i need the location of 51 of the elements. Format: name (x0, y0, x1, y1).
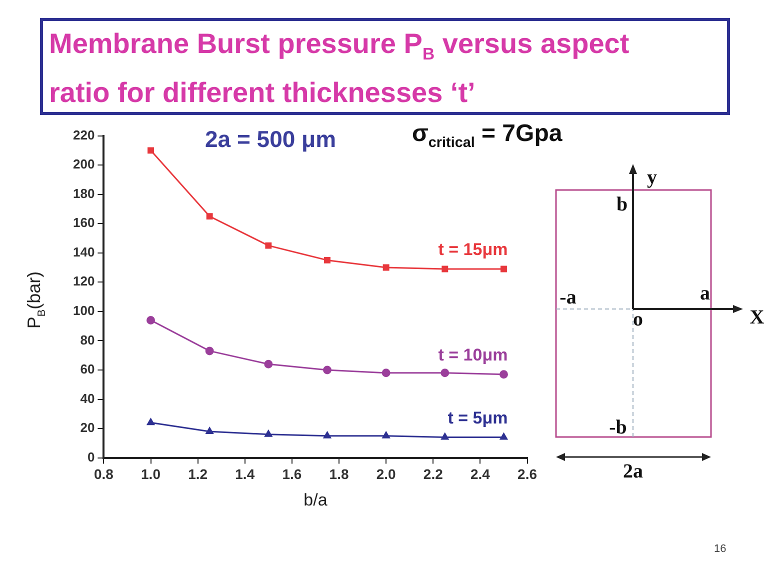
x-tick-label: 2.0 (376, 466, 396, 482)
point (499, 370, 508, 379)
y-tick-label: 60 (80, 362, 95, 377)
y-tick-label: 160 (72, 215, 95, 230)
annotation: σ$_{critical}$ = 7Gpa (412, 120, 562, 151)
point (264, 430, 272, 437)
y-tick-label: 180 (72, 186, 95, 201)
x-tick-label: 1.2 (188, 466, 208, 482)
point (205, 346, 214, 356)
point (442, 266, 448, 272)
text: 16 (714, 543, 726, 555)
y-tick-label: 200 (72, 156, 95, 172)
y-tick-label: 120 (72, 274, 95, 289)
point (500, 433, 508, 440)
point (440, 368, 450, 378)
x-tick-label: 1.8 (329, 466, 349, 482)
y-tick-label: 100 (72, 303, 95, 318)
y-tick-label: 140 (72, 244, 95, 260)
point (500, 266, 507, 272)
series-label: t = 5μm (448, 408, 508, 428)
chart-title: Membrane Burst pressure P$_{B}$ versus aspect ratio for different thicknesses ‘t’ (40, 18, 730, 115)
y-tick-label: 0 (87, 449, 95, 464)
x-tick-label: 1.6 (282, 466, 302, 482)
point (206, 427, 214, 434)
point (324, 256, 330, 264)
series-label: t = 15μm (438, 240, 508, 260)
point (382, 432, 390, 438)
point (264, 360, 273, 368)
series-label: t = 10μm (438, 346, 508, 365)
point (323, 432, 332, 438)
x-tick-label: 0.8 (94, 466, 114, 482)
y-tick-label: 220 (72, 127, 95, 142)
x-tick-label: 2.4 (470, 466, 490, 482)
x-tick-label: 2.6 (518, 466, 538, 482)
x-tick-label: 1.0 (141, 466, 161, 482)
point (322, 366, 332, 374)
point (265, 242, 272, 249)
y-tick-label: 20 (80, 420, 95, 436)
point (382, 264, 390, 271)
point (146, 418, 155, 426)
point (382, 368, 390, 378)
point (146, 316, 156, 324)
chart-subtitle: 2a = 500 μm (205, 126, 336, 153)
x-axis-title: b/a (304, 490, 328, 510)
y-tick-label: 40 (80, 390, 95, 406)
point (148, 147, 154, 154)
x-tick-label: 1.4 (235, 466, 255, 482)
point (206, 213, 213, 220)
y-tick-label: 80 (80, 332, 95, 348)
point (441, 433, 449, 440)
x-tick-label: 2.2 (423, 466, 444, 482)
